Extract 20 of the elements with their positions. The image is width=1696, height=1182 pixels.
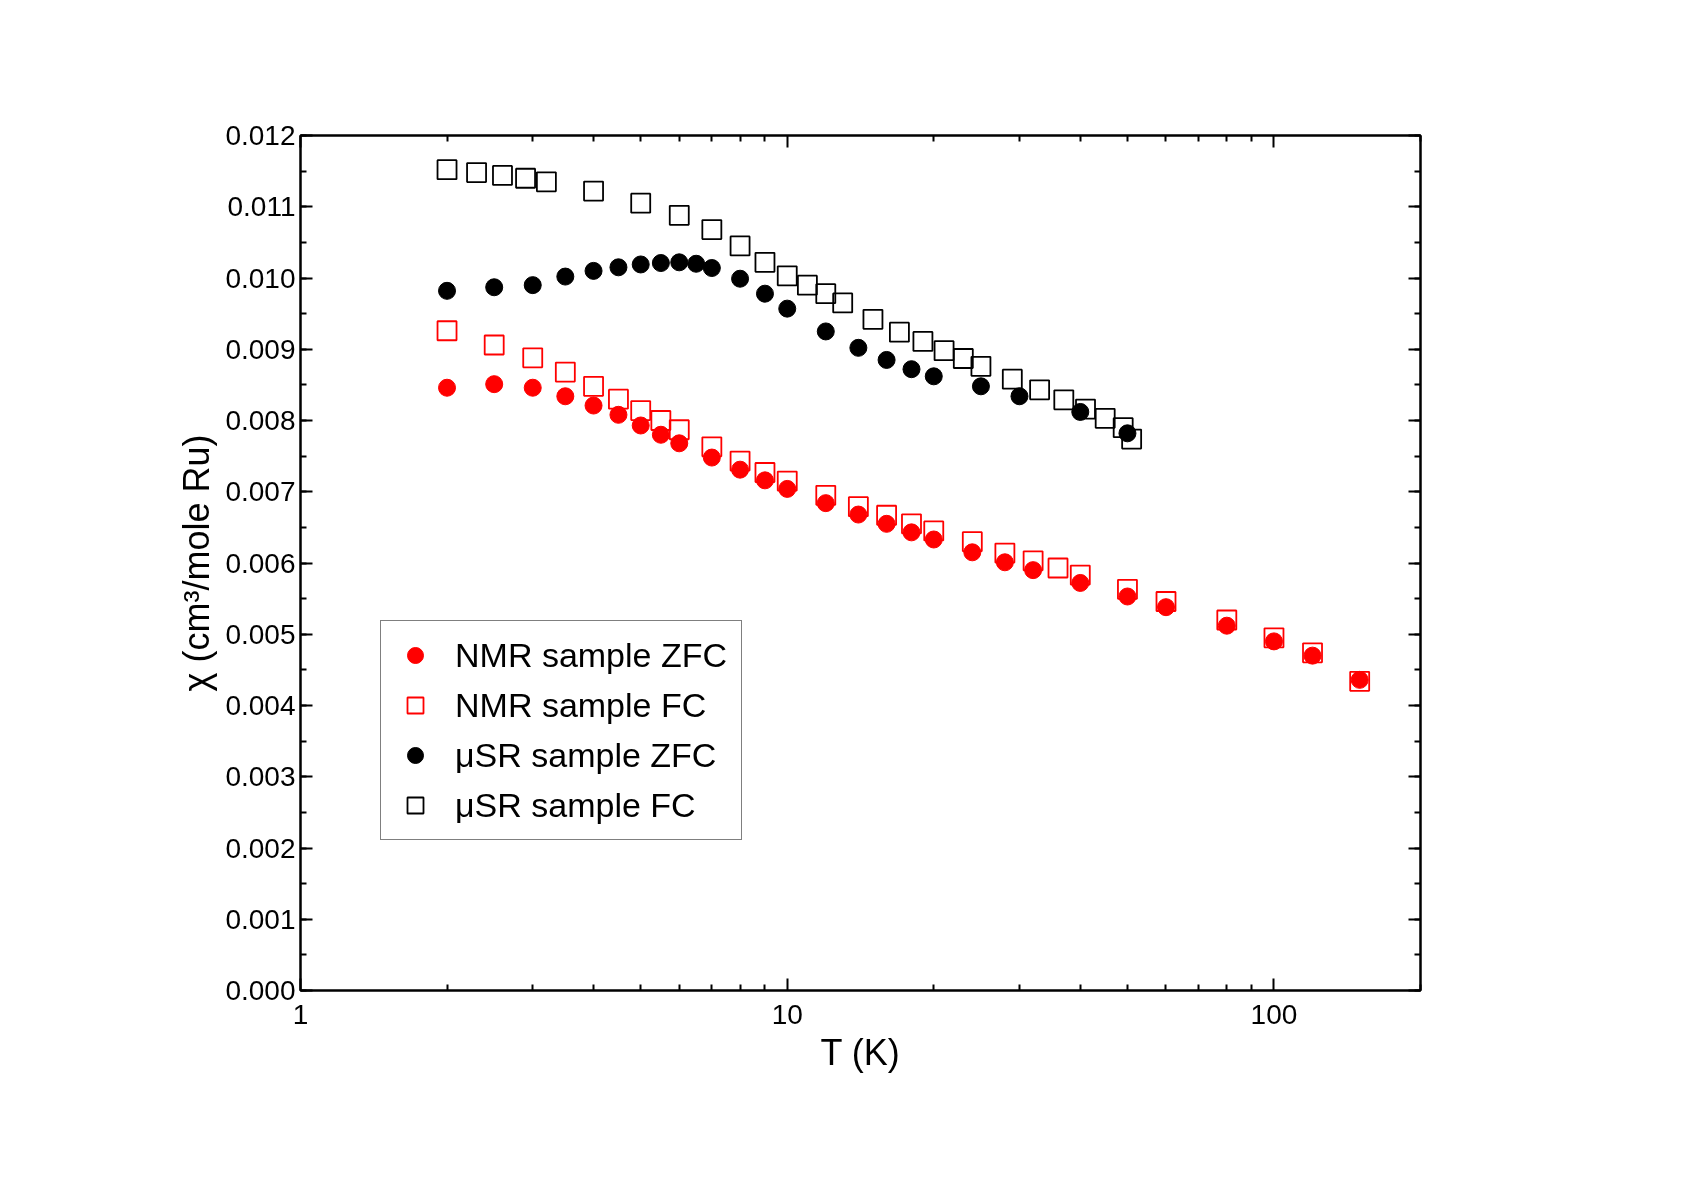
y-tick-label: 0.006 [225, 547, 296, 579]
legend-label: NMR sample ZFC [455, 635, 728, 675]
y-tick-label: 0.005 [225, 618, 296, 650]
x-tick-label: 100 [1250, 998, 1298, 1030]
y-tick-label: 0.002 [225, 832, 296, 864]
y-tick-label: 0.007 [225, 476, 296, 508]
legend-label: NMR sample FC [455, 685, 707, 725]
y-tick-label: 0.011 [227, 191, 296, 223]
y-tick-label: 0.009 [225, 333, 296, 365]
legend-label: μSR sample FC [455, 785, 696, 825]
x-tick-label: 10 [771, 998, 803, 1030]
y-tick-label: 0.001 [225, 903, 296, 935]
y-tick-label: 0.004 [225, 690, 296, 721]
y-tick-label: 0.012 [225, 120, 296, 151]
y-axis-title: χ (cm³/mole Ru) [176, 434, 218, 692]
legend-label: μSR sample ZFC [455, 735, 717, 775]
y-tick-label: 0.003 [225, 761, 296, 793]
y-tick-label: 0.010 [225, 262, 296, 294]
x-axis-title: T (K) [820, 1031, 900, 1073]
y-tick-label: 0.008 [225, 405, 296, 436]
